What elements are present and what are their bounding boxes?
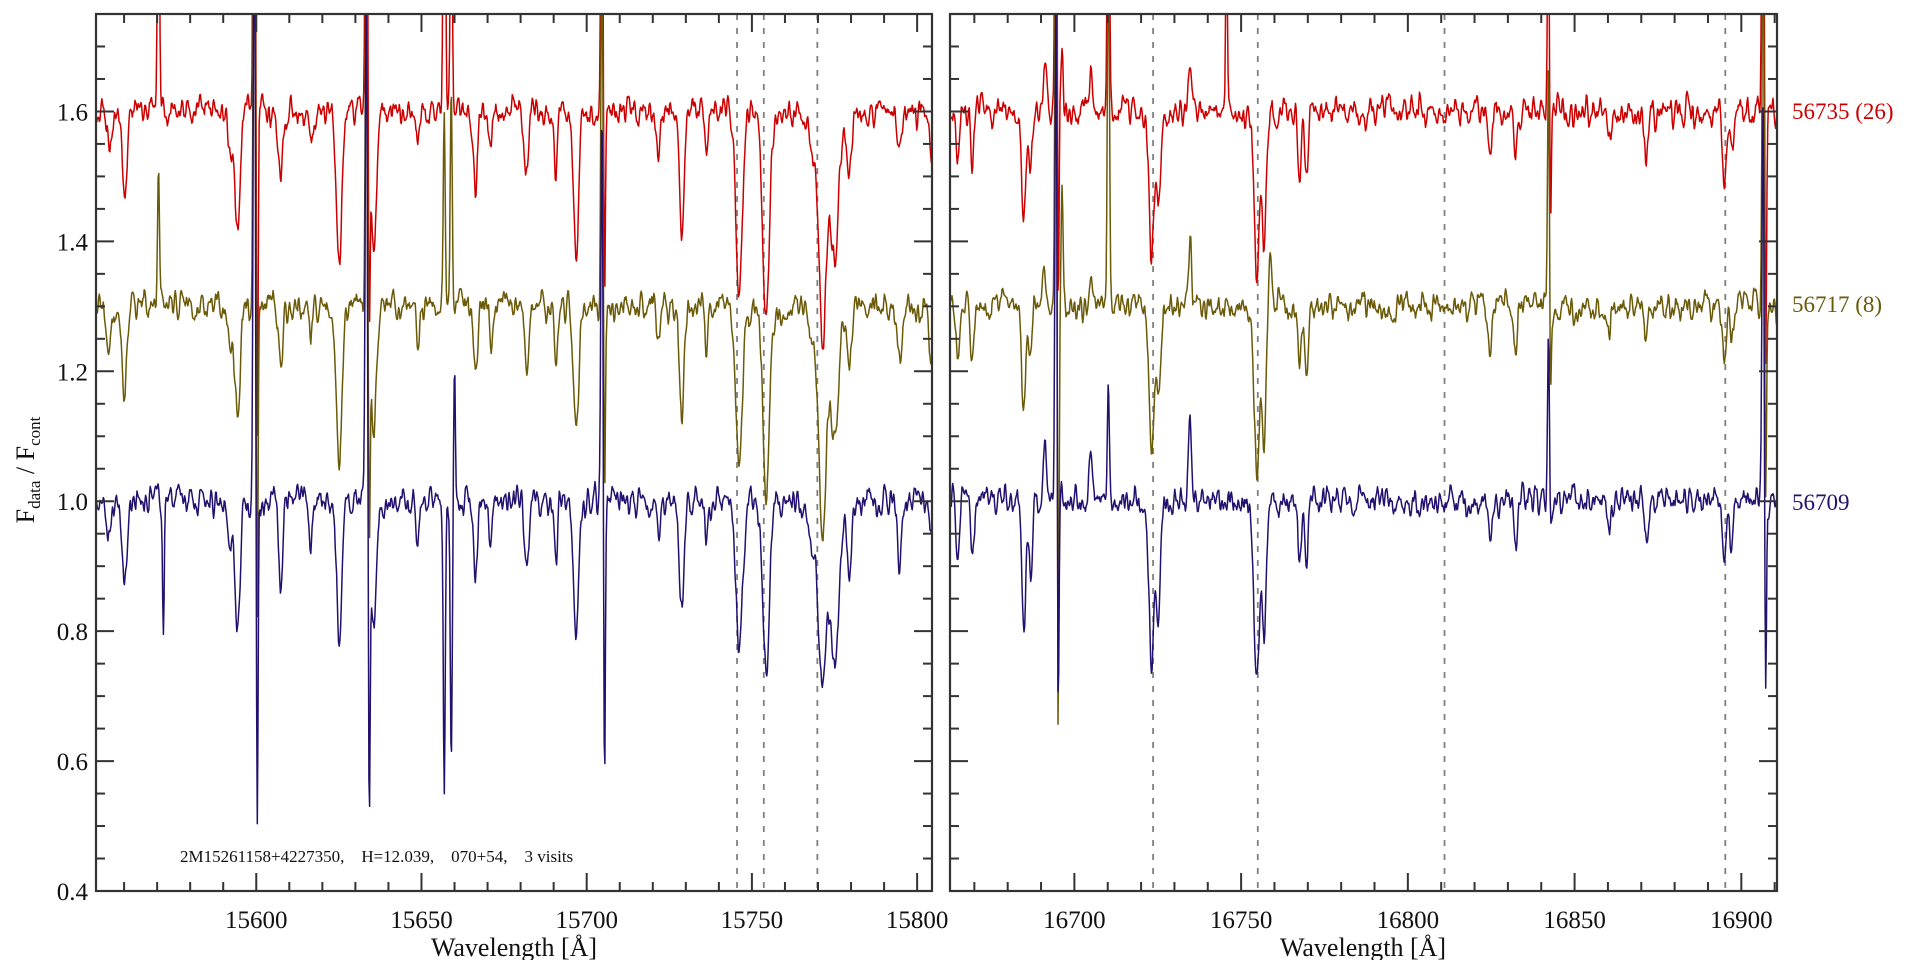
x-axis-title-left: Wavelength [Å] [431,933,597,960]
x-tick-label: 16750 [1210,907,1273,934]
y-tick-label: 0.4 [57,879,89,906]
y-axis-title: Fdata / Fcont [11,416,44,523]
x-tick-label: 15750 [721,907,784,934]
x-tick-label: 15800 [886,907,949,934]
x-axis-title-right: Wavelength [Å] [1280,933,1446,960]
series-label-56735: 56735 (26) [1792,99,1894,124]
x-tick-label: 16800 [1377,907,1440,934]
right-panel: 16700 16750 16800 16850 16900 [948,12,1779,934]
series-label-56717: 56717 (8) [1792,292,1882,317]
x-tick-label: 15650 [390,907,453,934]
x-tick-label: 16700 [1043,907,1106,934]
left-panel: 0.4 0.6 0.8 1.0 1.2 1.4 1.6 15600 15650 15700 1575… [57,12,949,934]
spectrum-line-56735 [950,14,1777,365]
x-tick-label: 16900 [1710,907,1773,934]
x-tick-label: 15600 [225,907,288,934]
plot-frame [94,12,934,893]
plot-frame [948,12,1779,893]
y-tick-label: 0.8 [57,619,88,646]
spectrum-line-56717 [96,14,932,618]
spectrum-line-56717 [950,14,1777,726]
star-annotation: 2M15261158+4227350, H=12.039, 070+54, 3 … [180,847,573,866]
y-tick-label: 0.6 [57,749,88,776]
y-tick-label: 1.4 [57,229,89,256]
x-tick-label: 15700 [555,907,618,934]
y-tick-label: 1.0 [57,489,88,516]
spectrum-line-56735 [96,14,932,436]
y-tick-label: 1.2 [57,359,88,386]
series-label-56709: 56709 [1792,490,1850,515]
spectrum-line-56709 [950,14,1777,693]
spectrum-line-56709 [96,14,932,825]
y-tick-label: 1.6 [57,99,88,126]
x-tick-label: 16850 [1543,907,1606,934]
